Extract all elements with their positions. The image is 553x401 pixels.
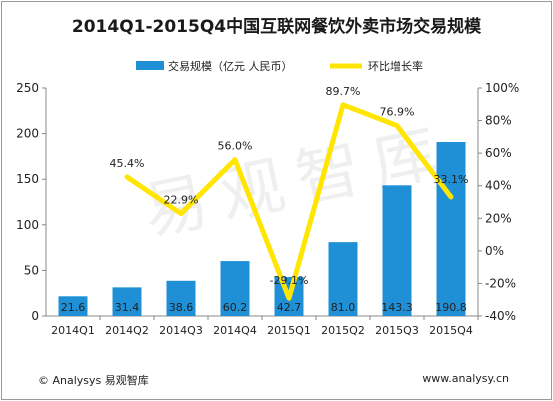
right-tick-label: 0% xyxy=(485,244,504,258)
right-tick-label: 40% xyxy=(485,179,512,193)
left-tick-label: 100 xyxy=(16,218,39,232)
right-tick-label: 60% xyxy=(485,146,512,160)
bar-value-label: 143.3 xyxy=(381,301,413,314)
bar xyxy=(382,185,412,316)
right-tick-label: -20% xyxy=(485,276,516,290)
line-value-label: 33.1% xyxy=(434,173,469,186)
left-tick-label: 0 xyxy=(31,309,39,323)
right-tick-label: -40% xyxy=(485,309,516,323)
line-value-label: 76.9% xyxy=(380,106,415,119)
right-tick-label: 100% xyxy=(485,81,519,95)
bar-value-label: 42.7 xyxy=(277,301,302,314)
x-tick-label: 2015Q4 xyxy=(429,324,473,337)
left-tick-label: 250 xyxy=(16,81,39,95)
left-tick-label: 50 xyxy=(24,263,39,277)
left-tick-label: 200 xyxy=(16,127,39,141)
bar xyxy=(436,141,466,316)
left-tick-label: 150 xyxy=(16,172,39,186)
bar xyxy=(328,242,358,316)
x-tick-label: 2015Q1 xyxy=(267,324,311,337)
line-value-label: 22.9% xyxy=(164,194,199,207)
legend-line-label: 环比增长率 xyxy=(368,59,423,73)
right-tick-label: 80% xyxy=(485,114,512,128)
bar xyxy=(166,280,196,316)
x-tick-label: 2014Q4 xyxy=(213,324,257,337)
legend-bar-swatch xyxy=(136,61,164,70)
right-tick-label: 20% xyxy=(485,211,512,225)
bar-value-label: 190.8 xyxy=(435,301,467,314)
chart-title: 2014Q1-2015Q4中国互联网餐饮外卖市场交易规模 xyxy=(71,17,482,37)
legend-bar-label: 交易规模（亿元 人民币） xyxy=(168,59,293,73)
line-value-label: 56.0% xyxy=(218,140,253,153)
bar-value-label: 21.6 xyxy=(61,301,86,314)
footer-website: www.analysy.cn xyxy=(422,372,509,385)
bar-value-label: 38.6 xyxy=(169,301,194,314)
line-value-label: 45.4% xyxy=(110,157,145,170)
bar xyxy=(58,296,88,316)
line-value-label: -29.1% xyxy=(270,274,309,287)
footer-copyright: © Analysys 易观智库 xyxy=(38,374,149,387)
x-tick-label: 2015Q2 xyxy=(321,324,365,337)
bar-value-label: 60.2 xyxy=(223,301,248,314)
line-value-label: 89.7% xyxy=(326,85,361,98)
bar xyxy=(112,287,142,316)
x-tick-label: 2014Q2 xyxy=(105,324,149,337)
x-tick-label: 2015Q3 xyxy=(375,324,419,337)
x-tick-label: 2014Q3 xyxy=(159,324,203,337)
x-tick-label: 2014Q1 xyxy=(51,324,95,337)
bar-value-label: 31.4 xyxy=(115,301,140,314)
bar-value-label: 81.0 xyxy=(331,301,356,314)
bar xyxy=(220,261,250,316)
